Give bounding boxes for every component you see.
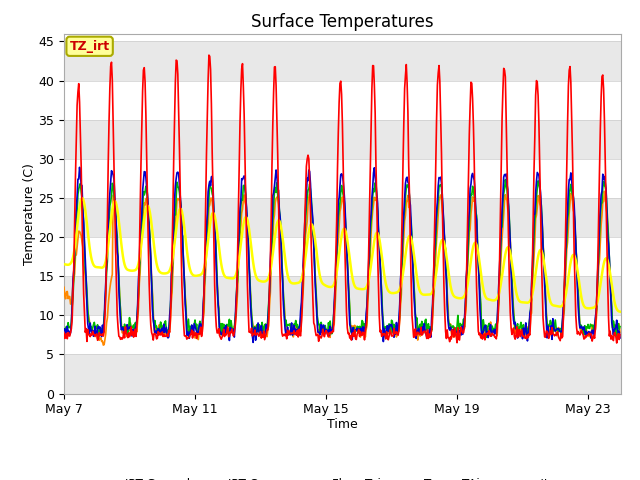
Legend: IRT Ground, IRT Canopy, Floor Tair, Tower TAir, TsoilD_2cm: IRT Ground, IRT Canopy, Floor Tair, Towe… bbox=[92, 473, 593, 480]
Title: Surface Temperatures: Surface Temperatures bbox=[251, 12, 434, 31]
Bar bbox=[64, 41, 621, 81]
Bar bbox=[64, 81, 621, 120]
Text: TZ_irt: TZ_irt bbox=[70, 40, 109, 53]
Bar bbox=[64, 198, 621, 237]
Y-axis label: Temperature (C): Temperature (C) bbox=[22, 163, 36, 264]
Bar bbox=[64, 315, 621, 354]
Bar bbox=[64, 237, 621, 276]
Bar bbox=[64, 354, 621, 394]
X-axis label: Time: Time bbox=[327, 418, 358, 431]
Bar bbox=[64, 276, 621, 315]
Bar bbox=[64, 159, 621, 198]
Bar bbox=[64, 120, 621, 159]
